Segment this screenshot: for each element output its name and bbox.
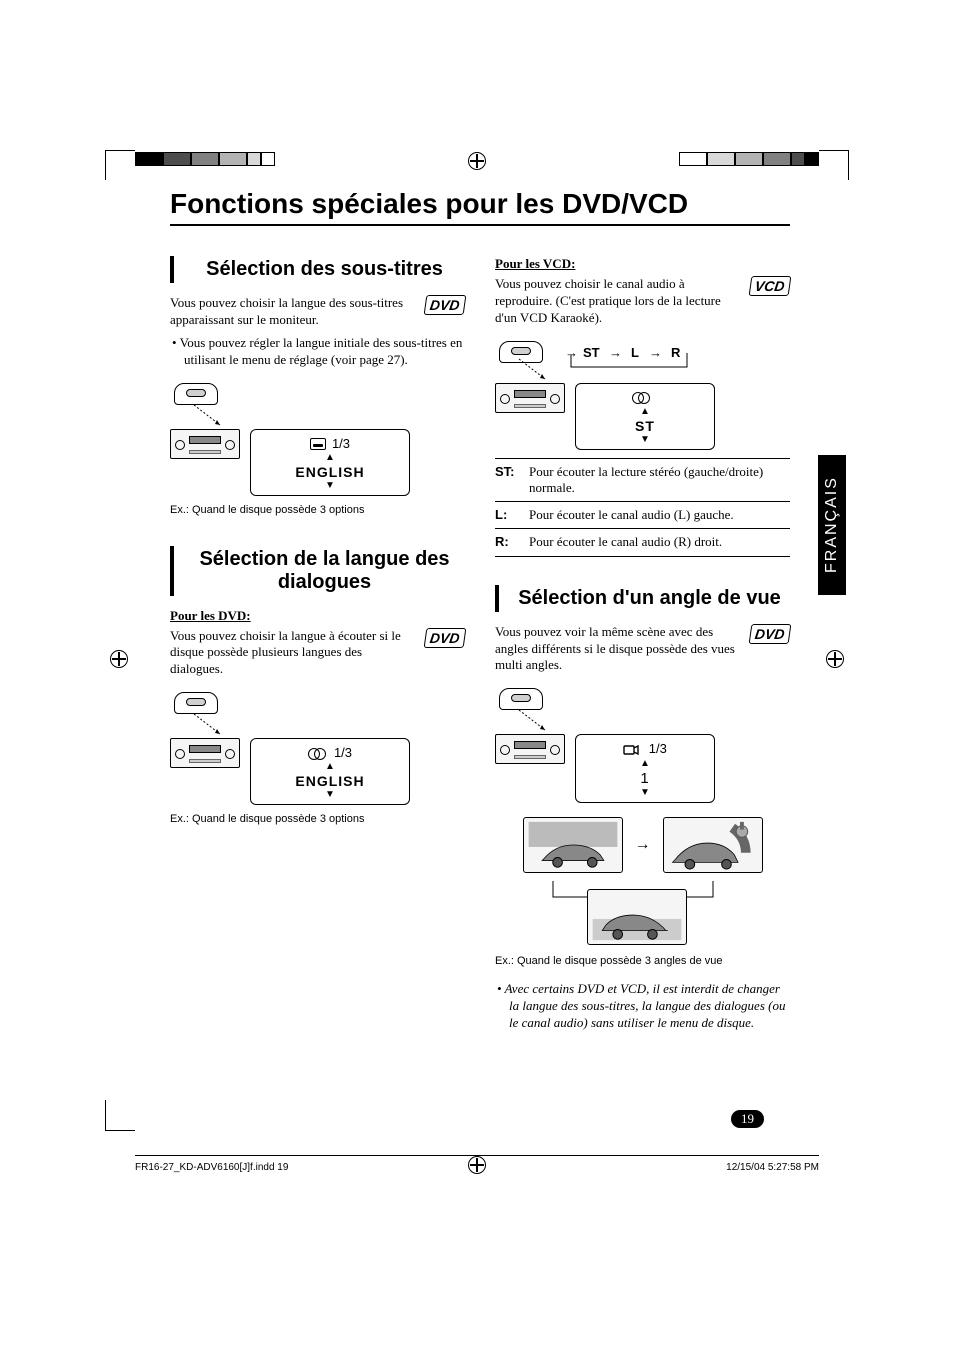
- osd-angle: 1/3 ▲ 1 ▼: [575, 734, 715, 803]
- arrow-icon: →: [635, 836, 651, 854]
- car-scene-2: [663, 817, 763, 873]
- audio-dvd-intro: Vous pouvez choisir la langue à écouter …: [170, 628, 465, 679]
- angle-icon: [623, 743, 639, 757]
- dvd-badge: DVD: [424, 628, 466, 648]
- down-arrow-icon: ▼: [259, 790, 401, 800]
- radio-unit-icon: [170, 738, 240, 768]
- osd-audio-vcd: ▲ ST ▼: [575, 383, 715, 450]
- angle-note: • Avec certains DVD et VCD, il est inter…: [495, 981, 790, 1032]
- up-arrow-icon: ▲: [584, 407, 706, 417]
- osd-value: ST: [584, 418, 706, 434]
- audio-dvd-label: Pour les DVD:: [170, 608, 465, 624]
- up-arrow-icon: ▲: [584, 759, 706, 769]
- osd-value: ENGLISH: [259, 464, 401, 480]
- angle-intro: Vous pouvez voir la même scène avec des …: [495, 624, 790, 675]
- flow-r: R: [671, 345, 681, 360]
- page-number: 19: [731, 1110, 764, 1128]
- car-scene-1: [523, 817, 623, 873]
- radio-unit-icon: [495, 734, 565, 764]
- left-column: Sélection des sous-titres DVD Vous pouve…: [170, 246, 465, 1032]
- up-arrow-icon: ▲: [259, 453, 401, 463]
- section-title-subtitle: Sélection des sous-titres: [184, 256, 465, 283]
- def-row: L:Pour écouter le canal audio (L) gauche…: [495, 501, 790, 528]
- audio-vcd-figure: → ST → L → R ▲: [495, 337, 790, 450]
- subtitle-figure: 1/3 ▲ ENGLISH ▼: [170, 379, 465, 496]
- osd-value: ENGLISH: [259, 773, 401, 789]
- def-row: ST:Pour écouter la lecture stéréo (gauch…: [495, 458, 790, 502]
- footer-left: FR16-27_KD-ADV6160[J]f.indd 19: [135, 1162, 288, 1173]
- section-title-audio: Sélection de la langue des dialogues: [184, 546, 465, 596]
- svg-text:→: →: [649, 345, 662, 360]
- down-arrow-icon: ▼: [584, 788, 706, 798]
- osd-value: 1: [584, 770, 706, 787]
- audio-vcd-intro: Vous pouvez choisir le canal audio à rep…: [495, 276, 790, 327]
- up-arrow-icon: ▲: [259, 762, 401, 772]
- audio-icon: [308, 748, 328, 760]
- subtitle-caption: Ex.: Quand le disque possède 3 options: [170, 504, 465, 516]
- angle-caption: Ex.: Quand le disque possède 3 angles de…: [495, 955, 790, 967]
- audio-dvd-figure: 1/3 ▲ ENGLISH ▼: [170, 688, 465, 805]
- angle-figure: 1/3 ▲ 1 ▼ →: [495, 684, 790, 947]
- audio-channel-definitions: ST:Pour écouter la lecture stéréo (gauch…: [495, 458, 790, 557]
- audio-icon: [632, 392, 652, 404]
- audio-flow: → ST → L → R: [565, 343, 735, 373]
- def-row: R:Pour écouter le canal audio (R) droit.: [495, 528, 790, 556]
- svg-text:→: →: [609, 345, 622, 360]
- osd-subtitle: 1/3 ▲ ENGLISH ▼: [250, 429, 410, 496]
- down-arrow-icon: ▼: [584, 435, 706, 445]
- flow-l: L: [631, 345, 639, 360]
- radio-unit-icon: [170, 429, 240, 459]
- osd-counter: 1/3: [649, 741, 667, 756]
- vcd-badge: VCD: [749, 276, 791, 296]
- crop-mark: [105, 1130, 135, 1131]
- subtitle-icon: [310, 438, 326, 450]
- car-scene-3: [587, 889, 687, 945]
- page-title: Fonctions spéciales pour les DVD/VCD: [170, 188, 790, 226]
- subtitle-bullet: Vous pouvez régler la langue initiale de…: [184, 335, 465, 369]
- dvd-badge: DVD: [749, 624, 791, 644]
- dvd-badge: DVD: [424, 295, 466, 315]
- audio-vcd-label: Pour les VCD:: [495, 256, 790, 272]
- down-arrow-icon: ▼: [259, 481, 401, 491]
- footer-right: 12/15/04 5:27:58 PM: [726, 1162, 819, 1173]
- osd-counter: 1/3: [334, 745, 352, 760]
- section-title-angle: Sélection d'un angle de vue: [509, 585, 790, 612]
- right-column: Pour les VCD: VCD Vous pouvez choisir le…: [495, 246, 790, 1032]
- audio-dvd-caption: Ex.: Quand le disque possède 3 options: [170, 813, 465, 825]
- radio-unit-icon: [495, 383, 565, 413]
- osd-counter: 1/3: [332, 436, 350, 451]
- registration-mark-icon: [468, 1156, 486, 1174]
- osd-audio-dvd: 1/3 ▲ ENGLISH ▼: [250, 738, 410, 805]
- subtitle-intro: Vous pouvez choisir la langue des sous-t…: [170, 295, 465, 329]
- crop-mark: [105, 1100, 106, 1130]
- flow-st: ST: [583, 345, 600, 360]
